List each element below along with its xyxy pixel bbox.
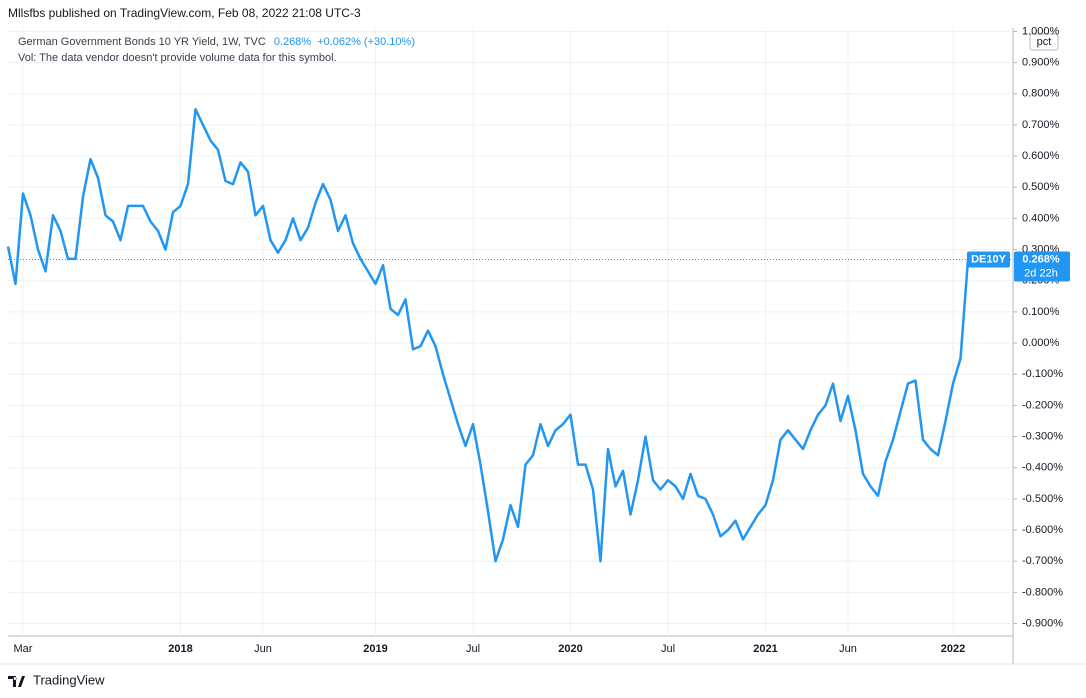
brand-logo bbox=[8, 676, 25, 687]
y-tick-label: -0.900% bbox=[1022, 617, 1063, 629]
symbol-tag: DE10Y bbox=[971, 253, 1007, 265]
unit-box bbox=[1029, 33, 1059, 51]
x-tick-label: Jul bbox=[466, 643, 480, 655]
legend-title: German Government Bonds 10 YR Yield, 1W,… bbox=[18, 36, 266, 48]
y-tick-label: 0.600% bbox=[1022, 150, 1060, 162]
y-tick-label: 0.100% bbox=[1022, 306, 1060, 318]
y-tick-label: 0.500% bbox=[1022, 181, 1060, 193]
y-tick-label: -0.400% bbox=[1022, 462, 1063, 474]
y-tick-label: 0.000% bbox=[1022, 337, 1060, 349]
volume-note: Vol: The data vendor doesn't provide vol… bbox=[18, 52, 337, 64]
y-tick-label: -0.500% bbox=[1022, 493, 1063, 505]
brand-name: TradingView bbox=[33, 672, 105, 687]
x-tick-label: Jun bbox=[839, 643, 857, 655]
y-tick-label: 0.400% bbox=[1022, 212, 1060, 224]
y-tick-label: -0.300% bbox=[1022, 430, 1063, 442]
y-tick-label: 1.000% bbox=[1022, 25, 1060, 37]
x-tick-label: 2021 bbox=[753, 643, 777, 655]
grid bbox=[8, 28, 1017, 636]
x-tick-label: Mar bbox=[14, 643, 33, 655]
y-tick-label: -0.100% bbox=[1022, 368, 1063, 380]
legend-last-value: 0.268% bbox=[274, 36, 312, 48]
plot bbox=[6, 108, 1013, 563]
y-tick-label: 0.800% bbox=[1022, 88, 1060, 100]
publisher-line: Mllsfbs published on TradingView.com, Fe… bbox=[8, 6, 361, 20]
x-tick-label: Jul bbox=[661, 643, 675, 655]
y-tick-label: -0.700% bbox=[1022, 555, 1063, 567]
x-tick-label: 2022 bbox=[941, 643, 965, 655]
last-value-label: 0.268% bbox=[1022, 253, 1060, 265]
y-tick-label: -0.800% bbox=[1022, 586, 1063, 598]
y-tick-label: 0.700% bbox=[1022, 119, 1060, 131]
y-tick-label: -0.200% bbox=[1022, 399, 1063, 411]
price-line bbox=[6, 108, 970, 563]
y-tick-label: 0.900% bbox=[1022, 56, 1060, 68]
y-tick-label: -0.600% bbox=[1022, 524, 1063, 536]
symbol-tag-bg bbox=[967, 251, 1010, 268]
x-tick-label: 2019 bbox=[363, 643, 387, 655]
last-value-box bbox=[1014, 251, 1070, 282]
unit-label: pct bbox=[1037, 36, 1052, 48]
x-tick-label: 2018 bbox=[168, 643, 192, 655]
x-tick-label: Jun bbox=[254, 643, 272, 655]
legend-change: +0.062% (+30.10%) bbox=[317, 36, 415, 48]
brand: TradingView bbox=[8, 672, 105, 687]
countdown-label: 2d 22h bbox=[1024, 267, 1058, 279]
x-tick-label: 2020 bbox=[558, 643, 582, 655]
